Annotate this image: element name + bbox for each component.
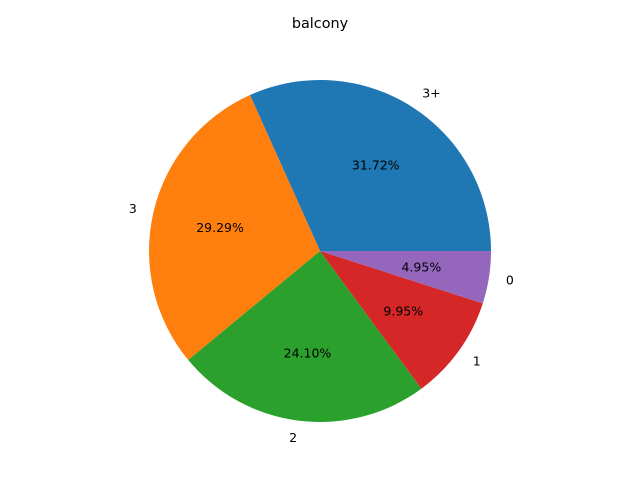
slice-label: 3+ — [422, 86, 440, 101]
slice-percent-label: 4.95% — [402, 259, 442, 274]
slice-label: 3 — [129, 201, 137, 216]
pie-slices — [149, 79, 491, 422]
slice-percent-label: 29.29% — [196, 220, 244, 235]
slice-percent-label: 31.72% — [352, 157, 400, 172]
pie-slice-3 — [149, 95, 320, 361]
pie-labels: 3+ 31.72% 3 29.29% 2 24.10% 1 9.95% 0 4.95% — [129, 86, 514, 446]
chart-title: balcony — [292, 16, 349, 32]
pie-slice-0 — [320, 251, 491, 304]
pie-slice-2 — [188, 251, 422, 422]
slice-label: 1 — [473, 353, 481, 368]
pie-slice-1 — [320, 251, 483, 389]
slice-label: 2 — [289, 430, 297, 445]
pie-slice-3plus — [249, 79, 491, 251]
slice-percent-label: 24.10% — [284, 345, 332, 360]
slice-percent-label: 9.95% — [383, 303, 423, 318]
slice-label: 0 — [506, 273, 514, 288]
